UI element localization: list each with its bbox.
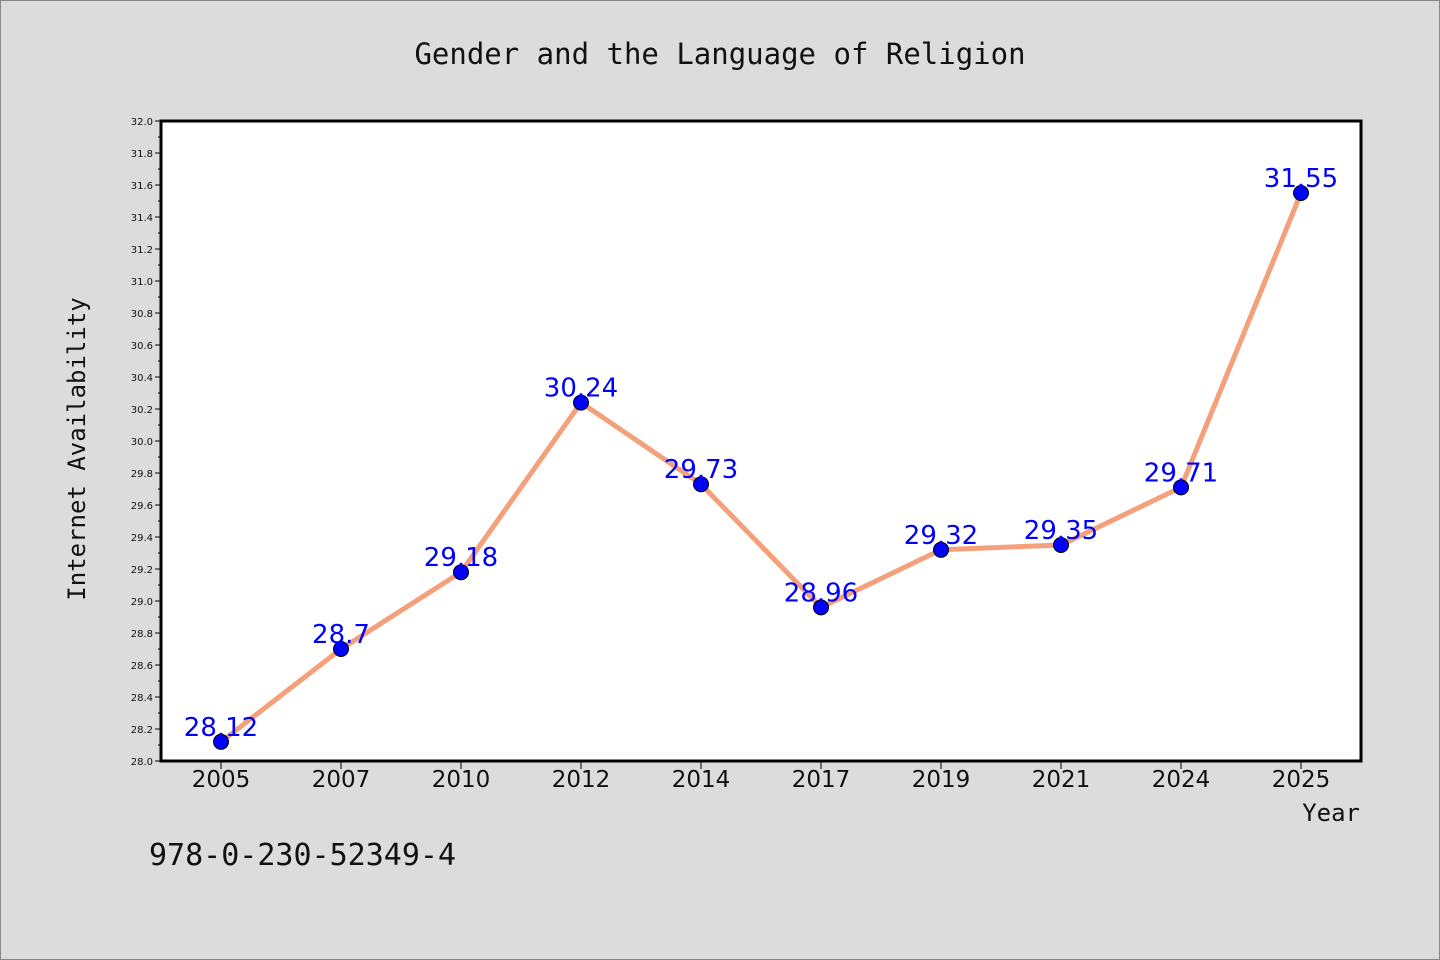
y-tick-label: 30.4 [131, 373, 153, 384]
data-point [573, 394, 589, 411]
x-tick-label: 2005 [192, 767, 251, 793]
y-tick-label: 30.0 [131, 437, 153, 448]
x-axis: 2005 2007 2010 2012 2014 2017 2019 2021 2024 2025 [192, 761, 1331, 793]
data-point [213, 733, 229, 750]
y-tick-label: 31.0 [131, 277, 153, 288]
y-tick-label: 29.4 [131, 533, 153, 544]
data-label: 28.7 [312, 620, 370, 650]
series-line [218, 190, 1304, 745]
y-tick-label: 29.0 [131, 597, 153, 608]
data-point [813, 599, 829, 616]
series-layer: 28.12 28.7 29.18 30.24 29.73 28.96 29.32 29.35 2… [184, 164, 1338, 750]
x-tick-label: 2017 [792, 767, 851, 793]
y-tick-label: 31.6 [131, 181, 153, 192]
x-tick-label: 2014 [672, 767, 731, 793]
data-label: 28.96 [784, 578, 858, 608]
data-label: 28.12 [184, 713, 258, 743]
data-point [453, 564, 469, 581]
data-label: 29.35 [1024, 516, 1098, 546]
data-label: 30.24 [544, 374, 618, 404]
data-point [1293, 185, 1309, 201]
y-tick-label: 31.8 [131, 149, 153, 160]
y-tick-label: 30.2 [131, 405, 153, 416]
y-tick-label: 28.0 [131, 757, 153, 768]
y-tick-label: 30.8 [131, 309, 153, 320]
data-point [1173, 479, 1189, 496]
y-tick-label: 29.6 [131, 501, 153, 512]
x-tick-label: 2021 [1032, 767, 1091, 793]
y-tick-label: 30.6 [131, 341, 153, 352]
y-tick-label: 28.4 [131, 693, 153, 704]
isbn-footnote: 978-0-230-52349-4 [149, 838, 456, 873]
data-label: 31.55 [1264, 164, 1338, 194]
data-label: 29.18 [424, 543, 498, 573]
y-tick-label: 28.2 [131, 725, 153, 736]
x-tick-label: 2019 [912, 767, 971, 793]
data-point [693, 476, 709, 493]
data-label: 29.71 [1144, 458, 1218, 488]
x-axis-label: Year [1302, 799, 1360, 827]
x-tick-label: 2010 [432, 767, 491, 793]
y-tick-label: 28.8 [131, 629, 153, 640]
y-axis: 28.0 28.2 28.4 28.6 28.8 29.0 29.2 29.4 29.6 29.8… [131, 117, 161, 768]
y-axis-label: Internet Availability [63, 297, 91, 600]
plot-area [159, 119, 1363, 763]
x-tick-label: 2007 [312, 767, 371, 793]
x-tick-label: 2025 [1272, 767, 1331, 793]
y-tick-label: 29.2 [131, 565, 153, 576]
y-tick-label: 29.8 [131, 469, 153, 480]
y-tick-label: 31.4 [131, 213, 153, 224]
chart-title: Gender and the Language of Religion [414, 37, 1025, 71]
x-tick-label: 2024 [1152, 767, 1211, 793]
data-label: 29.73 [664, 455, 738, 485]
y-tick-label: 31.2 [131, 245, 153, 256]
x-tick-label: 2012 [552, 767, 611, 793]
y-tick-label: 32.0 [131, 117, 153, 128]
data-point [1053, 537, 1069, 553]
data-point [933, 541, 949, 558]
y-tick-label: 28.6 [131, 661, 153, 672]
data-point [333, 641, 349, 657]
data-label: 29.32 [904, 521, 978, 551]
